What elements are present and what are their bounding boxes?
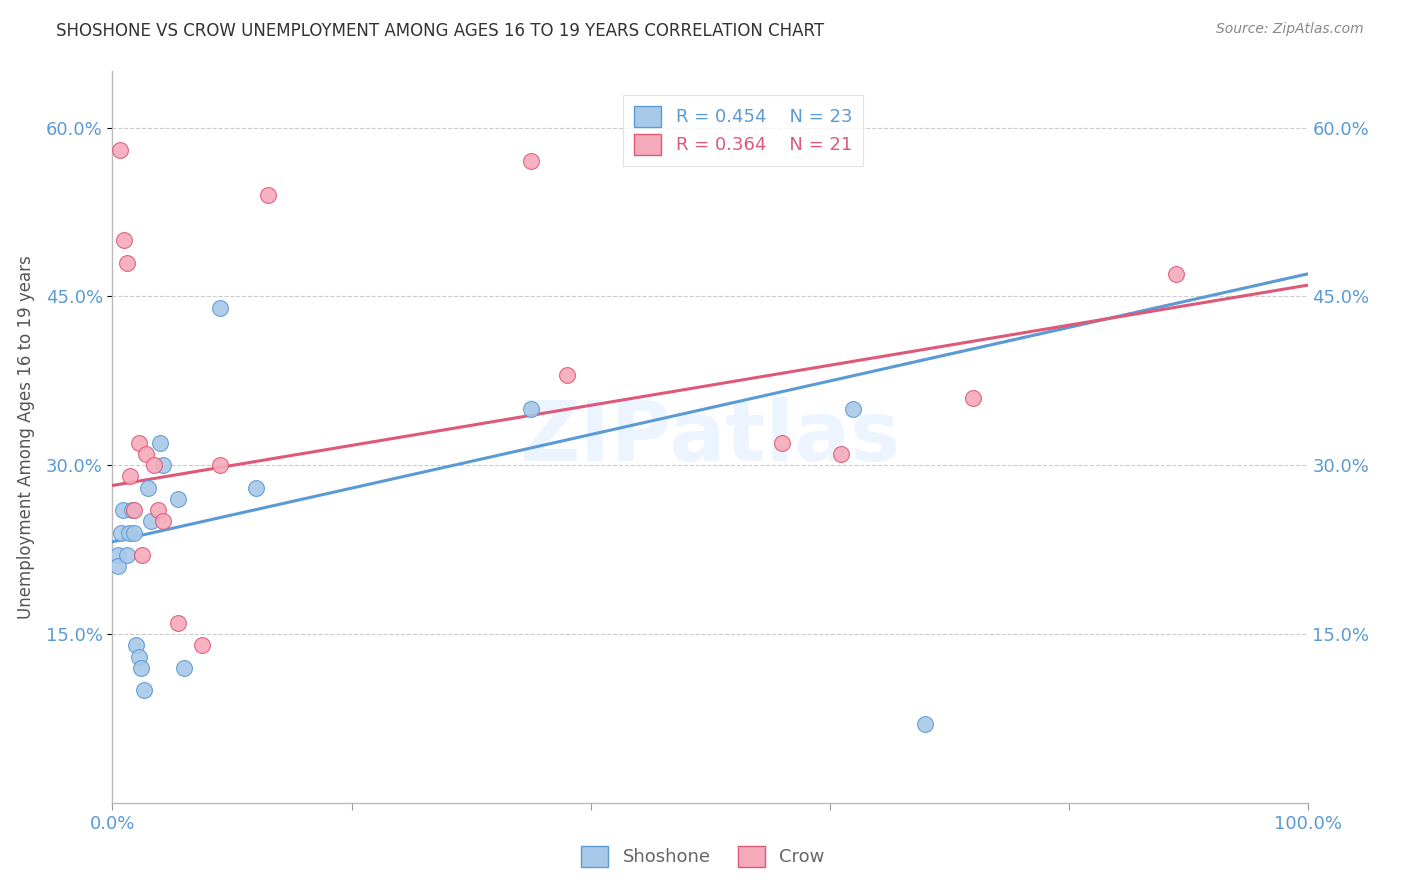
- Point: [118, 525, 141, 540]
- Text: Source: ZipAtlas.com: Source: ZipAtlas.com: [1216, 22, 1364, 37]
- Point: [167, 615, 190, 630]
- Point: [962, 391, 984, 405]
- Text: ZIPatlas: ZIPatlas: [520, 397, 900, 477]
- Text: SHOSHONE VS CROW UNEMPLOYMENT AMONG AGES 16 TO 19 YEARS CORRELATION CHART: SHOSHONE VS CROW UNEMPLOYMENT AMONG AGES…: [56, 22, 824, 40]
- Point: [914, 717, 936, 731]
- Point: [115, 255, 138, 269]
- Point: [173, 661, 195, 675]
- Point: [129, 661, 152, 675]
- Point: [770, 435, 793, 450]
- Point: [209, 458, 232, 473]
- Point: [149, 435, 172, 450]
- Point: [146, 503, 169, 517]
- Point: [128, 435, 150, 450]
- Point: [520, 154, 543, 169]
- Point: [152, 458, 174, 473]
- Point: [131, 548, 153, 562]
- Point: [128, 649, 150, 664]
- Point: [107, 559, 129, 574]
- Y-axis label: Unemployment Among Ages 16 to 19 years: Unemployment Among Ages 16 to 19 years: [17, 255, 35, 619]
- Point: [121, 503, 143, 517]
- Point: [132, 683, 155, 698]
- Point: [112, 503, 135, 517]
- Legend: Shoshone, Crow: Shoshone, Crow: [574, 838, 832, 874]
- Point: [122, 525, 145, 540]
- Point: [114, 233, 135, 247]
- Point: [520, 401, 543, 416]
- Point: [125, 638, 148, 652]
- Point: [842, 401, 865, 416]
- Point: [245, 481, 267, 495]
- Point: [110, 525, 132, 540]
- Point: [191, 638, 214, 652]
- Point: [152, 515, 174, 529]
- Legend: R = 0.454    N = 23, R = 0.364    N = 21: R = 0.454 N = 23, R = 0.364 N = 21: [623, 95, 863, 166]
- Point: [1166, 267, 1188, 281]
- Point: [135, 447, 157, 461]
- Point: [120, 469, 142, 483]
- Point: [107, 548, 129, 562]
- Point: [831, 447, 853, 461]
- Point: [209, 301, 232, 315]
- Point: [115, 548, 138, 562]
- Point: [167, 491, 190, 506]
- Point: [138, 481, 160, 495]
- Point: [108, 143, 131, 157]
- Point: [139, 515, 162, 529]
- Point: [257, 188, 280, 202]
- Point: [122, 503, 145, 517]
- Point: [555, 368, 578, 383]
- Point: [143, 458, 166, 473]
